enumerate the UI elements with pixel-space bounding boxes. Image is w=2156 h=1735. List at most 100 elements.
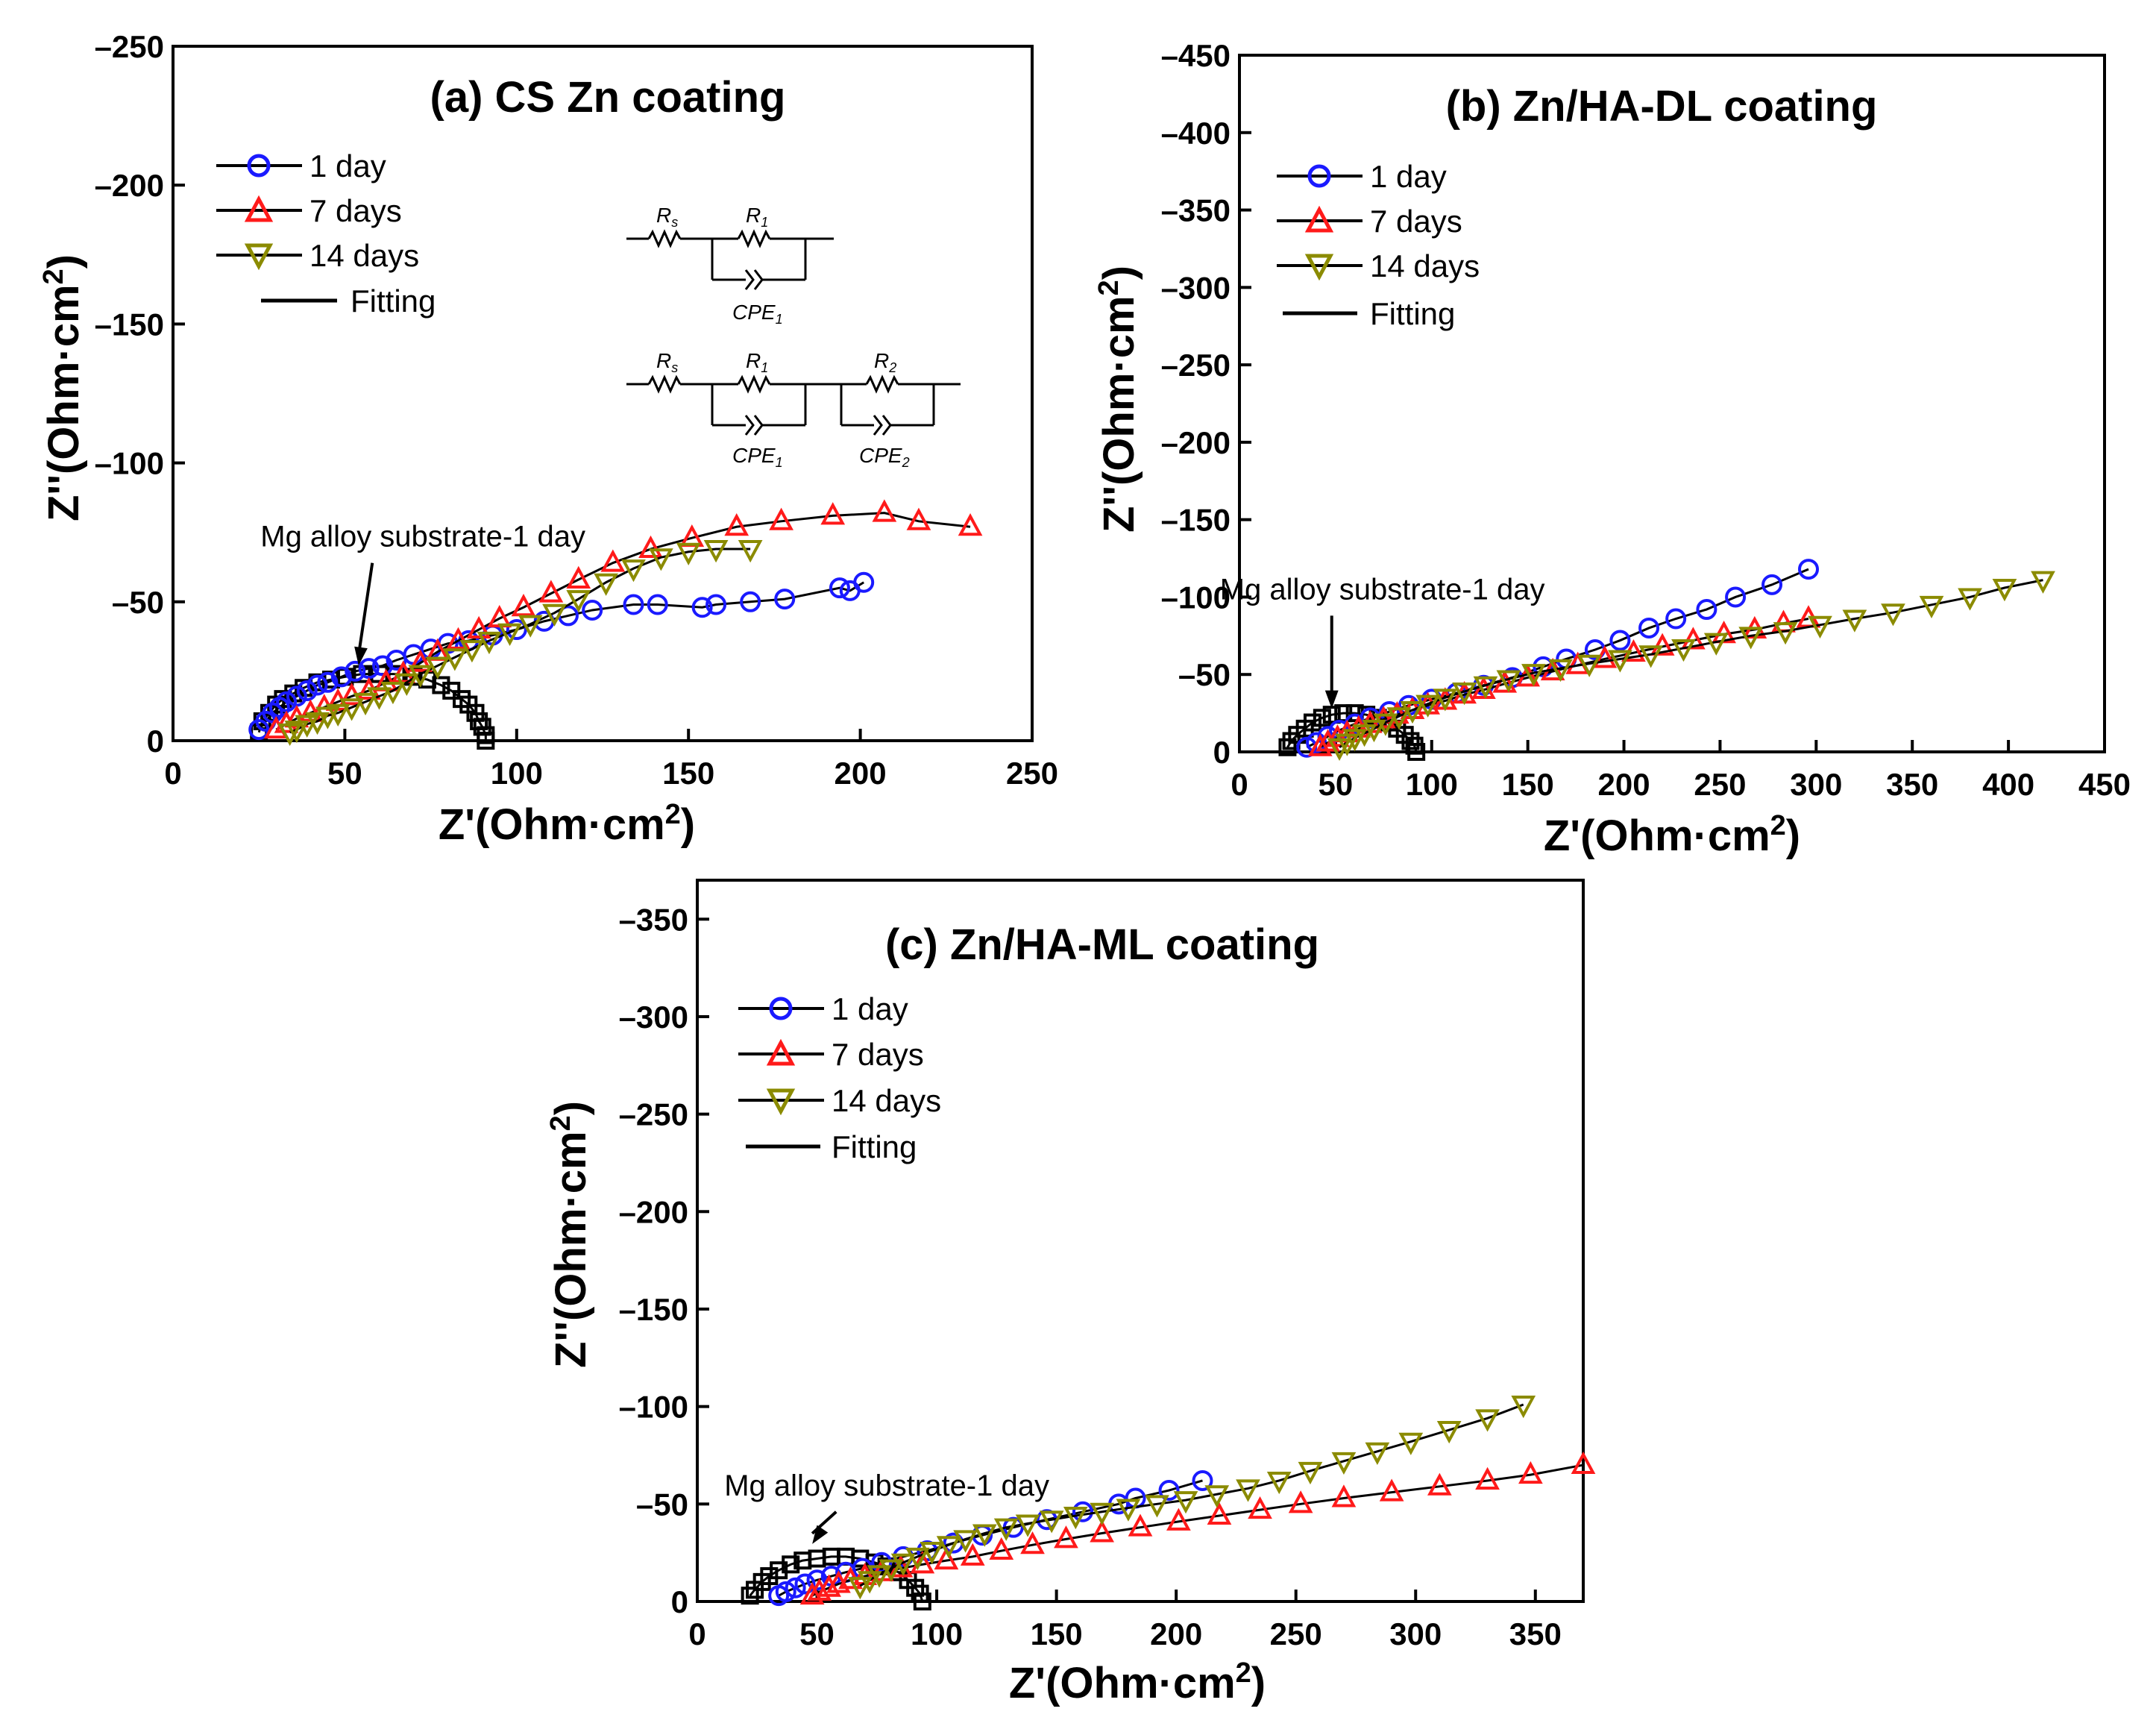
point-1-day xyxy=(345,660,366,682)
point-14-days xyxy=(1266,1471,1292,1495)
annotation-mg-alloy-substrate: Mg alloy substrate-1 day xyxy=(1220,573,1545,606)
point-7-days xyxy=(934,1546,959,1570)
panel-c-title: (c) Zn/HA-ML coating xyxy=(885,920,1319,969)
resistor-rs-icon xyxy=(647,229,682,248)
point-1-day xyxy=(1761,574,1783,595)
circuit-double-rs-label: Rs xyxy=(656,349,678,375)
circuit-double-r1-label: R1 xyxy=(746,349,768,375)
point-14-days xyxy=(972,1524,997,1547)
point-1-day xyxy=(1665,608,1687,630)
point-14-days xyxy=(1703,633,1729,656)
x-tick-label: 300 xyxy=(1389,1616,1442,1651)
y-tick-label: –150 xyxy=(619,1292,688,1327)
legend-marker-7-days xyxy=(244,195,274,222)
legend-marker-7-days xyxy=(1304,205,1334,233)
point-14-days xyxy=(459,640,485,663)
resistor-r1-icon xyxy=(737,229,771,248)
point-1-day xyxy=(740,591,761,612)
point-14-days xyxy=(1400,700,1425,724)
point-7-days xyxy=(820,502,846,525)
cpe2-icon xyxy=(873,415,892,436)
annotation-arrow xyxy=(356,562,374,656)
point-14-days xyxy=(518,615,543,638)
point-7-days xyxy=(1288,1490,1313,1513)
x-tick-label: 100 xyxy=(911,1616,963,1651)
point-14-days xyxy=(953,1530,978,1553)
panel-b-chart: 0 50 100 150 200 250 300 350 400 450 0 –50 –100 –150 –… xyxy=(1093,38,2131,860)
point-7-days xyxy=(446,627,471,650)
point-1-day xyxy=(307,674,328,696)
x-tick-label: 200 xyxy=(835,756,887,791)
point-7-days xyxy=(566,565,591,589)
panel-a-plot-area xyxy=(172,45,1034,742)
point-mg-alloy-substrate-1-day xyxy=(770,1561,788,1580)
point-7-days xyxy=(1307,733,1333,756)
point-14-days xyxy=(1415,694,1440,718)
legend-label-1-day: 1 day xyxy=(309,148,386,183)
point-7-days xyxy=(1248,1496,1272,1519)
point-1-day xyxy=(1696,599,1717,621)
point-14-days xyxy=(1362,719,1386,743)
point-14-days xyxy=(1433,688,1458,712)
y-tick-label: –200 xyxy=(1161,425,1231,460)
point-14-days xyxy=(1116,1499,1141,1522)
point-7-days xyxy=(906,507,931,530)
point-14-days xyxy=(1919,595,1944,619)
legend-label-fitting: Fitting xyxy=(832,1129,917,1164)
point-mg-alloy-substrate-1-day xyxy=(1303,713,1321,732)
legend-label-14-days: 14 days xyxy=(832,1083,941,1118)
panel-a-chart: 0 50 100 150 200 250 0 –50 –100 –150 –200 –250 (a) … xyxy=(38,29,1058,849)
point-14-days xyxy=(648,548,673,571)
point-1-day xyxy=(774,589,796,610)
arrow-head-icon xyxy=(1324,690,1339,709)
point-14-days xyxy=(621,559,646,583)
point-1-day xyxy=(372,655,394,677)
point-7-days xyxy=(1427,1472,1452,1496)
point-7-days xyxy=(1650,633,1675,656)
point-14-days xyxy=(1475,1409,1500,1432)
point-7-days xyxy=(769,507,793,530)
panel-b-legend: 1 day 7 days 14 days Fitting xyxy=(1277,159,1480,331)
point-1-day xyxy=(317,671,339,693)
point-14-days xyxy=(305,712,330,735)
point-1-day xyxy=(296,680,318,701)
point-7-days xyxy=(1379,1478,1404,1502)
point-1-day xyxy=(1609,630,1631,651)
x-tick-label: 200 xyxy=(1598,767,1650,802)
y-tick-label: –150 xyxy=(95,307,164,342)
legend-label-1-day: 1 day xyxy=(1370,159,1447,194)
point-mg-alloy-substrate-1-day xyxy=(1401,732,1420,750)
y-tick-label: –450 xyxy=(1161,38,1231,73)
point-14-days xyxy=(380,681,406,705)
point-14-days xyxy=(1145,1495,1169,1518)
point-1-day xyxy=(1072,1501,1093,1522)
point-7-days xyxy=(1128,1513,1153,1537)
panel-c-legend: 1 day 7 days 14 days Fitting xyxy=(738,991,941,1164)
point-1-day xyxy=(853,571,875,593)
y-tick-label: –50 xyxy=(112,585,164,620)
y-tick-label: –400 xyxy=(1161,116,1231,151)
x-tick-label: 0 xyxy=(164,756,181,791)
point-14-days xyxy=(936,1536,961,1559)
point-14-days xyxy=(315,706,340,730)
point-mg-alloy-substrate-1-day xyxy=(1313,709,1331,727)
legend-marker-14-days xyxy=(1304,254,1334,281)
annotation-mg-alloy-substrate: Mg alloy substrate-1 day xyxy=(260,521,585,553)
point-7-days xyxy=(1571,1451,1596,1475)
point-1-day xyxy=(506,619,527,641)
point-1-day xyxy=(647,594,668,615)
point-14-days xyxy=(295,715,320,738)
point-14-days xyxy=(1881,603,1905,627)
point-mg-alloy-substrate-1-day xyxy=(913,1593,931,1610)
point-14-days xyxy=(1398,1432,1424,1455)
x-tick-label: 400 xyxy=(1982,767,2034,802)
point-14-days xyxy=(1373,713,1398,736)
point-14-days xyxy=(1958,588,1982,611)
cpe1-icon xyxy=(744,269,764,290)
point-7-days xyxy=(989,1537,1014,1560)
point-14-days xyxy=(566,590,591,613)
point-14-days xyxy=(339,698,364,721)
point-mg-alloy-substrate-1-day xyxy=(477,732,495,750)
point-14-days xyxy=(905,1547,930,1571)
legend-label-7-days: 7 days xyxy=(309,193,402,228)
